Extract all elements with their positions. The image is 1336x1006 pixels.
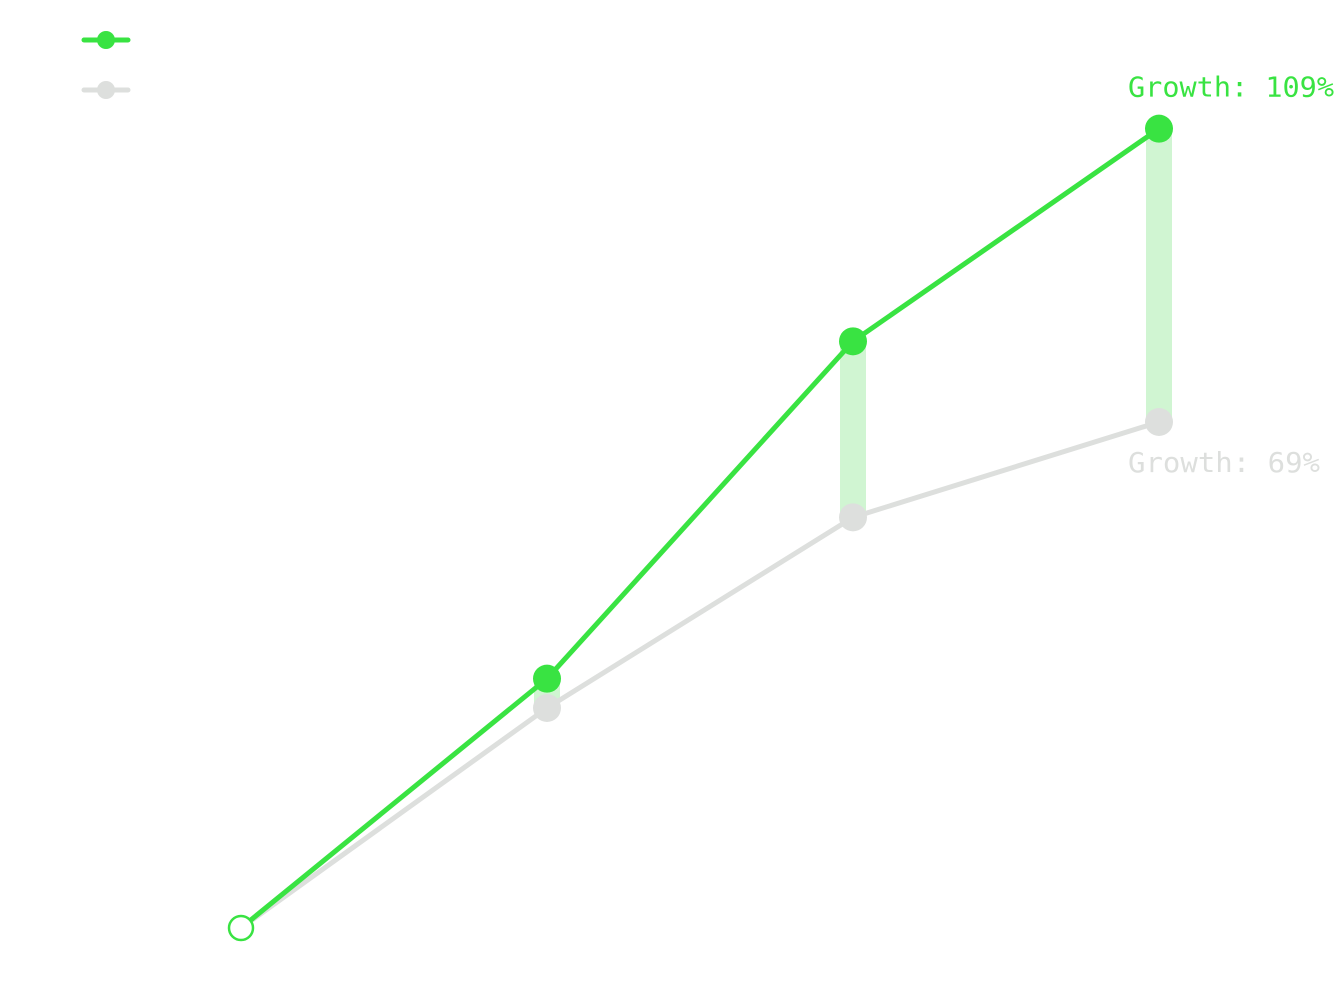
primary-growth-label: Growth: 109% — [1128, 71, 1334, 104]
secondary-series-point — [533, 694, 561, 722]
series-lines — [238, 126, 1162, 931]
primary-series-line — [238, 126, 1162, 931]
secondary-series-point — [839, 503, 867, 532]
chart-legend — [81, 31, 131, 99]
secondary-series-point — [1145, 408, 1173, 436]
secondary-growth-label: Growth: 69% — [1128, 446, 1320, 479]
legend-swatch-secondary-dot — [97, 81, 115, 99]
legend-item-secondary-series — [81, 81, 131, 99]
legend-swatch-primary-dot — [97, 31, 115, 49]
secondary-series-line — [238, 419, 1162, 931]
primary-series-point — [533, 664, 561, 693]
legend-item-primary-series — [81, 31, 131, 49]
primary-series-point — [1145, 114, 1173, 143]
series-points — [227, 114, 1173, 942]
origin-point — [227, 914, 255, 942]
gap-bands — [534, 128, 1172, 708]
primary-series-point — [839, 327, 867, 356]
